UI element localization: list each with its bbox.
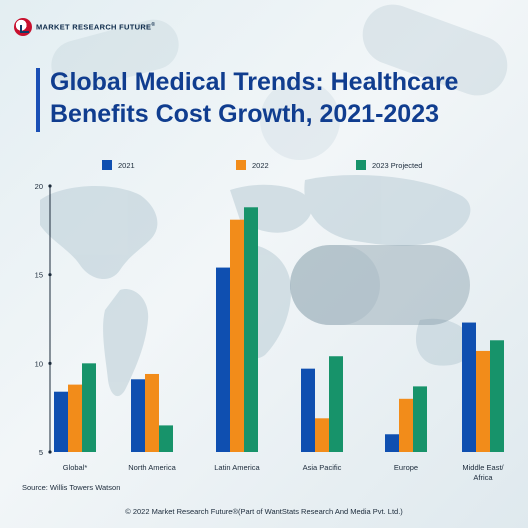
- y-tick-mark: [48, 184, 52, 188]
- legend-item-2021: 2021: [102, 160, 135, 170]
- y-tick-label: 20: [35, 182, 43, 191]
- bar-2022-north-america: [145, 373, 159, 452]
- bar-2022-europe: [399, 398, 413, 452]
- brand-logo: MARKET RESEARCH FUTURE®: [14, 18, 155, 36]
- source-note: Source: Willis Towers Watson: [22, 483, 121, 492]
- y-tick-label: 5: [39, 448, 43, 457]
- bar-2021-latin-america: [216, 267, 230, 452]
- bar-2021-asia-pacific: [301, 368, 315, 452]
- bar-2023-projected-latin-america: [244, 207, 258, 452]
- bar-2022-middle-east-africa: [476, 350, 490, 452]
- bar-2021-north-america: [131, 379, 145, 452]
- chart-title-line-2: Benefits Cost Growth, 2021-2023: [50, 100, 440, 128]
- y-tick-label: 10: [35, 359, 43, 368]
- y-tick-mark: [48, 450, 52, 454]
- bar-2022-asia-pacific: [315, 418, 329, 452]
- legend-swatch-2023: [356, 160, 366, 170]
- bar-2023-projected-asia-pacific: [329, 356, 343, 452]
- capsule-decoration: [51, 4, 508, 325]
- legend-item-2023: 2023 Projected: [356, 160, 422, 170]
- x-tick-label: Asia Pacific: [303, 463, 342, 472]
- legend-swatch-2021: [102, 160, 112, 170]
- x-tick-label: Latin America: [214, 463, 260, 472]
- logo-icon: [14, 18, 32, 36]
- x-tick-label: Europe: [394, 463, 418, 472]
- bar-2023-projected-global: [82, 363, 96, 452]
- bar-2022-latin-america: [230, 219, 244, 452]
- legend-label-2023: 2023 Projected: [372, 160, 423, 170]
- bar-2023-projected-north-america: [159, 425, 173, 452]
- legend-label-2022: 2022: [252, 160, 269, 170]
- title-block: Global Medical Trends: Healthcare Benefi…: [36, 66, 520, 132]
- bar-2023-projected-middle-east-africa: [490, 340, 504, 452]
- x-tick-label: Middle East/: [462, 463, 504, 472]
- chart-title: Global Medical Trends: Healthcare Benefi…: [50, 66, 520, 132]
- y-tick-mark: [48, 361, 52, 365]
- legend-item-2022: 2022: [236, 160, 269, 170]
- y-tick-label: 15: [35, 271, 43, 280]
- bar-2021-middle-east-africa: [462, 322, 476, 452]
- chart-legend: 2021 2022 2023 Projected: [0, 160, 528, 176]
- x-tick-label: Africa: [473, 473, 493, 482]
- x-tick-label: North America: [128, 463, 176, 472]
- y-tick-mark: [48, 273, 52, 277]
- copyright-footer: © 2022 Market Research Future®(Part of W…: [125, 507, 403, 516]
- chart-title-line-1: Global Medical Trends: Healthcare: [50, 68, 459, 96]
- bar-2022-global: [68, 384, 82, 452]
- bar-2023-projected-europe: [413, 386, 427, 452]
- title-accent-bar: [36, 68, 40, 132]
- brand-name: MARKET RESEARCH FUTURE®: [36, 22, 156, 32]
- x-tick-label: Global*: [63, 463, 88, 472]
- legend-label-2021: 2021: [118, 160, 135, 170]
- bar-2021-global: [54, 391, 68, 452]
- legend-swatch-2022: [236, 160, 246, 170]
- bar-2021-europe: [385, 434, 399, 452]
